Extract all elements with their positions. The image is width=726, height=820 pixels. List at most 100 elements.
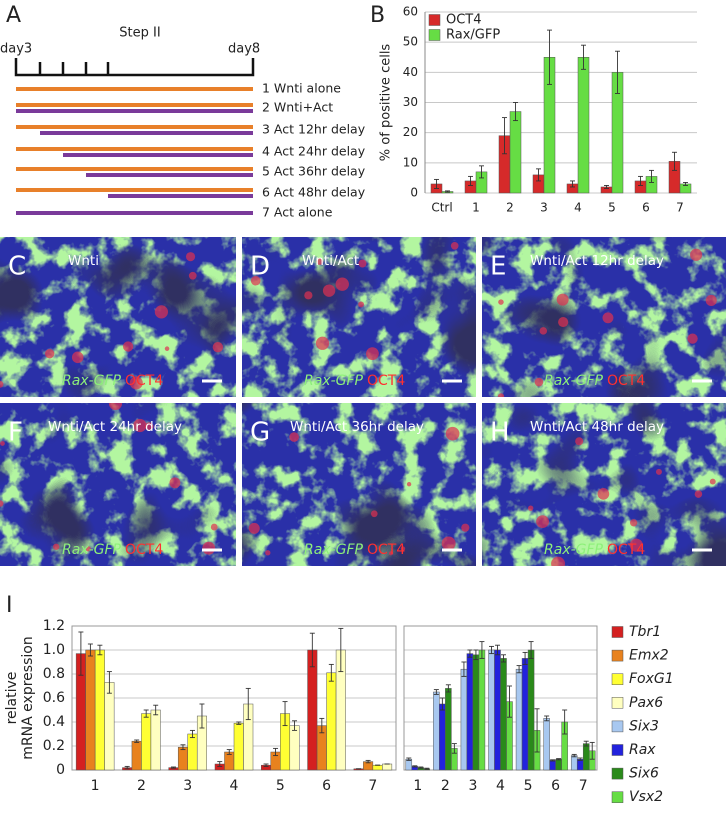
panel-label: I	[6, 593, 13, 618]
legend-swatch	[611, 697, 624, 709]
bar	[570, 755, 578, 771]
y-tick-label: 0.2	[43, 738, 65, 754]
x-tick-label: 2	[506, 201, 514, 215]
error-bar	[106, 671, 112, 694]
error-bar	[424, 767, 430, 770]
legend-swatch	[611, 791, 624, 803]
legend-label: Vsx2	[629, 789, 663, 805]
image-caption: Rax-GFP OCT4	[62, 542, 163, 558]
error-bar	[236, 721, 242, 725]
dark-region	[242, 403, 476, 566]
error-bar	[672, 151, 677, 171]
condition-label: 4 Act 24hr delay	[262, 144, 366, 159]
condition-label: 1 Wnti alone	[262, 81, 341, 96]
error-bar	[143, 709, 149, 718]
error-bar	[581, 44, 586, 70]
bar	[488, 649, 495, 771]
image-caption: Rax-GFP OCT4	[304, 373, 405, 389]
micrograph	[0, 237, 236, 397]
error-bar	[577, 757, 583, 761]
error-bar	[502, 117, 507, 155]
oct4-spot	[406, 482, 412, 487]
error-bar	[433, 689, 439, 695]
marker-label: Rax-GFP	[544, 373, 604, 389]
oct4-spot	[304, 291, 313, 300]
error-bar	[412, 765, 418, 768]
bar	[141, 713, 152, 771]
image-title: Wnti/Act 36hr delay	[290, 419, 424, 435]
error-bar	[479, 641, 485, 659]
error-bar	[571, 753, 577, 758]
legend-label: Pax6	[629, 695, 663, 711]
error-bar	[615, 50, 620, 94]
stain-label: OCT4	[367, 542, 405, 558]
oct4-spot	[575, 437, 584, 446]
error-bar	[153, 704, 159, 716]
oct4-spot	[322, 284, 336, 297]
legend-label: OCT4	[446, 13, 482, 28]
error-bar	[292, 720, 298, 731]
oct4-spot	[366, 347, 379, 361]
oct4-spot	[0, 380, 4, 388]
error-bar	[536, 168, 541, 182]
oct4-spot	[705, 294, 717, 307]
marker-label: Rax-GFP	[62, 542, 122, 558]
error-bar	[467, 649, 473, 658]
oct4-spot	[289, 432, 299, 442]
stain-label: OCT4	[125, 373, 163, 389]
oct4-spot	[53, 543, 60, 550]
legend-label: FoxG1	[629, 671, 674, 687]
legend-swatch	[611, 673, 624, 685]
error-bar	[170, 766, 176, 769]
oct4-spot	[185, 252, 196, 262]
error-bar	[562, 709, 568, 735]
oct4-spot	[497, 393, 505, 397]
error-bar	[418, 766, 424, 769]
error-bar	[282, 701, 288, 727]
image-caption: Rax-GFP OCT4	[544, 373, 645, 389]
error-bar	[547, 29, 552, 85]
oct4-spot	[335, 277, 349, 291]
error-bar	[495, 644, 500, 656]
bar	[549, 760, 556, 771]
x-tick-label: 1	[413, 778, 422, 794]
error-bar	[217, 761, 223, 767]
error-bar	[445, 684, 451, 693]
legend-swatch	[428, 29, 441, 41]
bar	[509, 111, 522, 194]
oct4-spot	[315, 336, 330, 350]
error-bar	[87, 643, 93, 657]
error-bar	[534, 708, 540, 753]
error-bar	[199, 703, 205, 729]
error-bar	[338, 627, 344, 673]
x-tick-label: 5	[276, 778, 285, 794]
oct4-spot	[629, 519, 638, 527]
panel-label: G	[250, 418, 270, 448]
error-bar	[319, 717, 325, 734]
oct4-spot	[0, 500, 4, 507]
image-title: Wnti/Act 12hr delay	[530, 253, 664, 269]
y-tick-label: 60	[403, 5, 418, 19]
stain-label: OCT4	[607, 542, 645, 558]
marker-label: Rax-GFP	[544, 542, 604, 558]
stain-label: OCT4	[367, 373, 405, 389]
error-bar	[451, 743, 457, 754]
oct4-spot	[694, 490, 703, 498]
error-bar	[263, 763, 269, 767]
y-axis-label: % of positive cells	[379, 44, 394, 162]
legend-label: Six3	[629, 718, 659, 734]
error-bar	[501, 654, 506, 663]
y-tick-label: 0	[410, 186, 418, 200]
error-bar	[473, 649, 479, 661]
error-bar	[528, 641, 534, 659]
y-tick-label: 0.8	[43, 666, 65, 682]
dark-region	[482, 403, 726, 566]
bar	[460, 668, 468, 771]
bar	[326, 672, 337, 771]
diagram-title: Step II	[119, 26, 160, 41]
error-bar	[638, 175, 643, 186]
image-title: Wnti/Act 24hr delay	[48, 419, 182, 435]
x-tick-label: 5	[608, 201, 616, 215]
oct4-spot	[133, 418, 147, 433]
oct4-spot	[144, 422, 154, 431]
